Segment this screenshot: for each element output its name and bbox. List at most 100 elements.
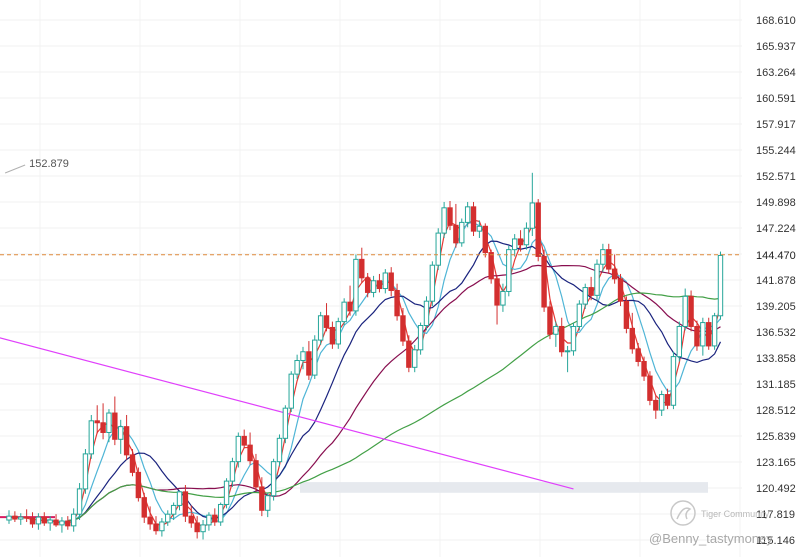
candle-down	[388, 272, 394, 291]
candle-down	[517, 238, 524, 246]
chart-grid	[0, 0, 742, 557]
candle-down	[664, 394, 671, 406]
candle-down	[688, 295, 694, 327]
candle-up	[217, 503, 224, 523]
candle-down	[547, 306, 553, 335]
volume-band-layer	[0, 482, 708, 519]
candle-down	[123, 426, 130, 456]
candle-up	[70, 513, 77, 527]
candle-up	[529, 202, 536, 229]
candle-down	[635, 348, 641, 362]
candle-down	[706, 322, 712, 347]
candle-down	[94, 420, 100, 424]
candle-up	[382, 272, 389, 290]
y-tick-label: 157.917	[756, 119, 796, 131]
candle-up	[6, 515, 12, 521]
candle-down	[694, 325, 700, 347]
watermark: Tiger Community @Benny_tastymoney	[649, 500, 773, 546]
y-tick-label: 147.224	[756, 223, 796, 235]
candle-up	[658, 394, 665, 411]
candle-down	[194, 522, 200, 533]
candle-up	[35, 516, 42, 525]
price-axis: 168.610 165.937 163.264 160.591 157.917 155.2…	[756, 15, 796, 547]
y-tick-label: 136.532	[756, 327, 796, 339]
candle-up	[312, 339, 318, 376]
candle-up	[717, 254, 724, 317]
candle-down	[359, 258, 365, 279]
candle-down	[212, 514, 218, 523]
candle-up	[370, 280, 377, 293]
candle-up	[82, 453, 89, 490]
current-price-badge	[750, 246, 798, 263]
candle-down	[241, 435, 247, 446]
candle-up	[682, 295, 688, 327]
high-annotation-leader	[4, 164, 26, 174]
candle-up	[500, 290, 506, 306]
candle-down	[482, 225, 488, 254]
candle-up	[300, 351, 306, 362]
candle-down	[447, 207, 453, 226]
y-tick-label: 123.165	[756, 457, 796, 469]
candle-up	[159, 521, 165, 532]
candle-up	[88, 420, 95, 455]
candle-down	[611, 268, 618, 280]
candle-down	[559, 325, 565, 353]
candle-up	[59, 520, 65, 526]
candle-down	[23, 516, 30, 519]
y-tick-label: 131.185	[756, 379, 796, 391]
candle-down	[535, 202, 541, 257]
high-annotation-label: 152.879	[29, 158, 69, 170]
candle-up	[564, 350, 571, 353]
candle-up	[412, 349, 418, 368]
candle-down	[394, 289, 400, 317]
y-tick-label: 141.878	[756, 275, 796, 287]
candle-up	[282, 407, 289, 439]
candle-up	[506, 249, 512, 292]
candle-up	[76, 488, 83, 515]
candle-up	[276, 437, 283, 463]
candle-up	[18, 516, 24, 520]
candle-up	[335, 321, 341, 345]
y-tick-label: 117.819	[756, 509, 795, 521]
ma-longest-line	[67, 292, 721, 522]
candle-down	[653, 399, 659, 411]
candle-up	[170, 504, 177, 515]
candle-up	[511, 238, 518, 251]
y-tick-label: 163.264	[756, 67, 796, 79]
candle-down	[12, 515, 18, 520]
candles-layer	[6, 172, 724, 540]
tiger-logo-icon	[670, 500, 696, 526]
candle-up	[476, 225, 483, 232]
candle-down	[541, 255, 547, 308]
candle-down	[65, 520, 71, 527]
candle-up	[165, 513, 171, 523]
candle-down	[100, 422, 106, 433]
candle-down	[141, 497, 147, 518]
candle-down	[406, 340, 412, 368]
candle-up	[600, 249, 606, 265]
candle-up	[106, 412, 112, 433]
candle-down	[629, 327, 635, 350]
candle-down	[41, 516, 47, 524]
candle-down	[188, 515, 194, 524]
candle-down	[400, 315, 406, 342]
candle-down	[376, 280, 383, 290]
candle-up	[429, 264, 436, 302]
ma-long-line	[67, 264, 721, 522]
candle-down	[347, 301, 353, 312]
candle-up	[459, 221, 465, 244]
candle-up	[317, 315, 324, 341]
candle-up	[423, 300, 430, 326]
candle-down	[306, 351, 312, 376]
candle-up	[700, 322, 706, 347]
y-tick-label: 149.898	[756, 197, 796, 209]
candle-down	[617, 278, 624, 302]
y-tick-label: 125.839	[756, 431, 796, 443]
candle-up	[270, 461, 277, 497]
candle-up	[176, 491, 183, 506]
candle-up	[441, 207, 447, 234]
candle-down	[53, 519, 59, 526]
candle-up	[435, 232, 441, 266]
tiger-logo-mark	[676, 507, 692, 520]
